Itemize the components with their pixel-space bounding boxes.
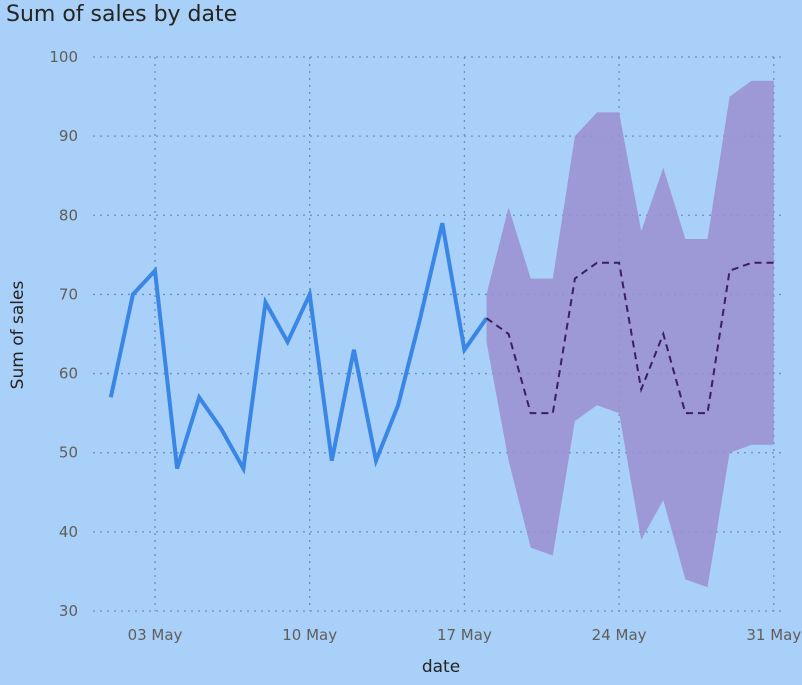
y-tick-label: 90 bbox=[59, 127, 78, 145]
x-tick-label: 03 May bbox=[128, 626, 183, 644]
x-axis-title: date bbox=[422, 657, 460, 677]
y-tick-label: 30 bbox=[59, 602, 78, 620]
forecast-confidence-band bbox=[486, 80, 774, 588]
y-tick-label: 50 bbox=[59, 444, 78, 462]
x-axis: 03 May 10 May 17 May 24 May 31 May bbox=[128, 626, 802, 644]
y-axis: 30 40 50 60 70 80 90 100 bbox=[49, 48, 78, 620]
y-tick-label: 60 bbox=[59, 365, 78, 383]
chart-title: Sum of sales by date bbox=[6, 2, 238, 27]
confidence-band-area bbox=[486, 80, 774, 588]
series-layer bbox=[108, 222, 774, 475]
y-tick-label: 70 bbox=[59, 285, 78, 303]
y-tick-label: 80 bbox=[59, 206, 78, 224]
gridlines bbox=[93, 56, 781, 612]
x-tick-label: 17 May bbox=[437, 626, 492, 644]
x-tick-label: 31 May bbox=[746, 626, 801, 644]
x-tick-label: 24 May bbox=[592, 626, 647, 644]
x-tick-label: 10 May bbox=[282, 626, 337, 644]
y-tick-label: 100 bbox=[49, 48, 78, 66]
y-tick-label: 40 bbox=[59, 523, 78, 541]
forecast-line bbox=[485, 261, 774, 415]
y-axis-title: Sum of sales bbox=[8, 281, 28, 390]
sales-line bbox=[108, 222, 489, 475]
